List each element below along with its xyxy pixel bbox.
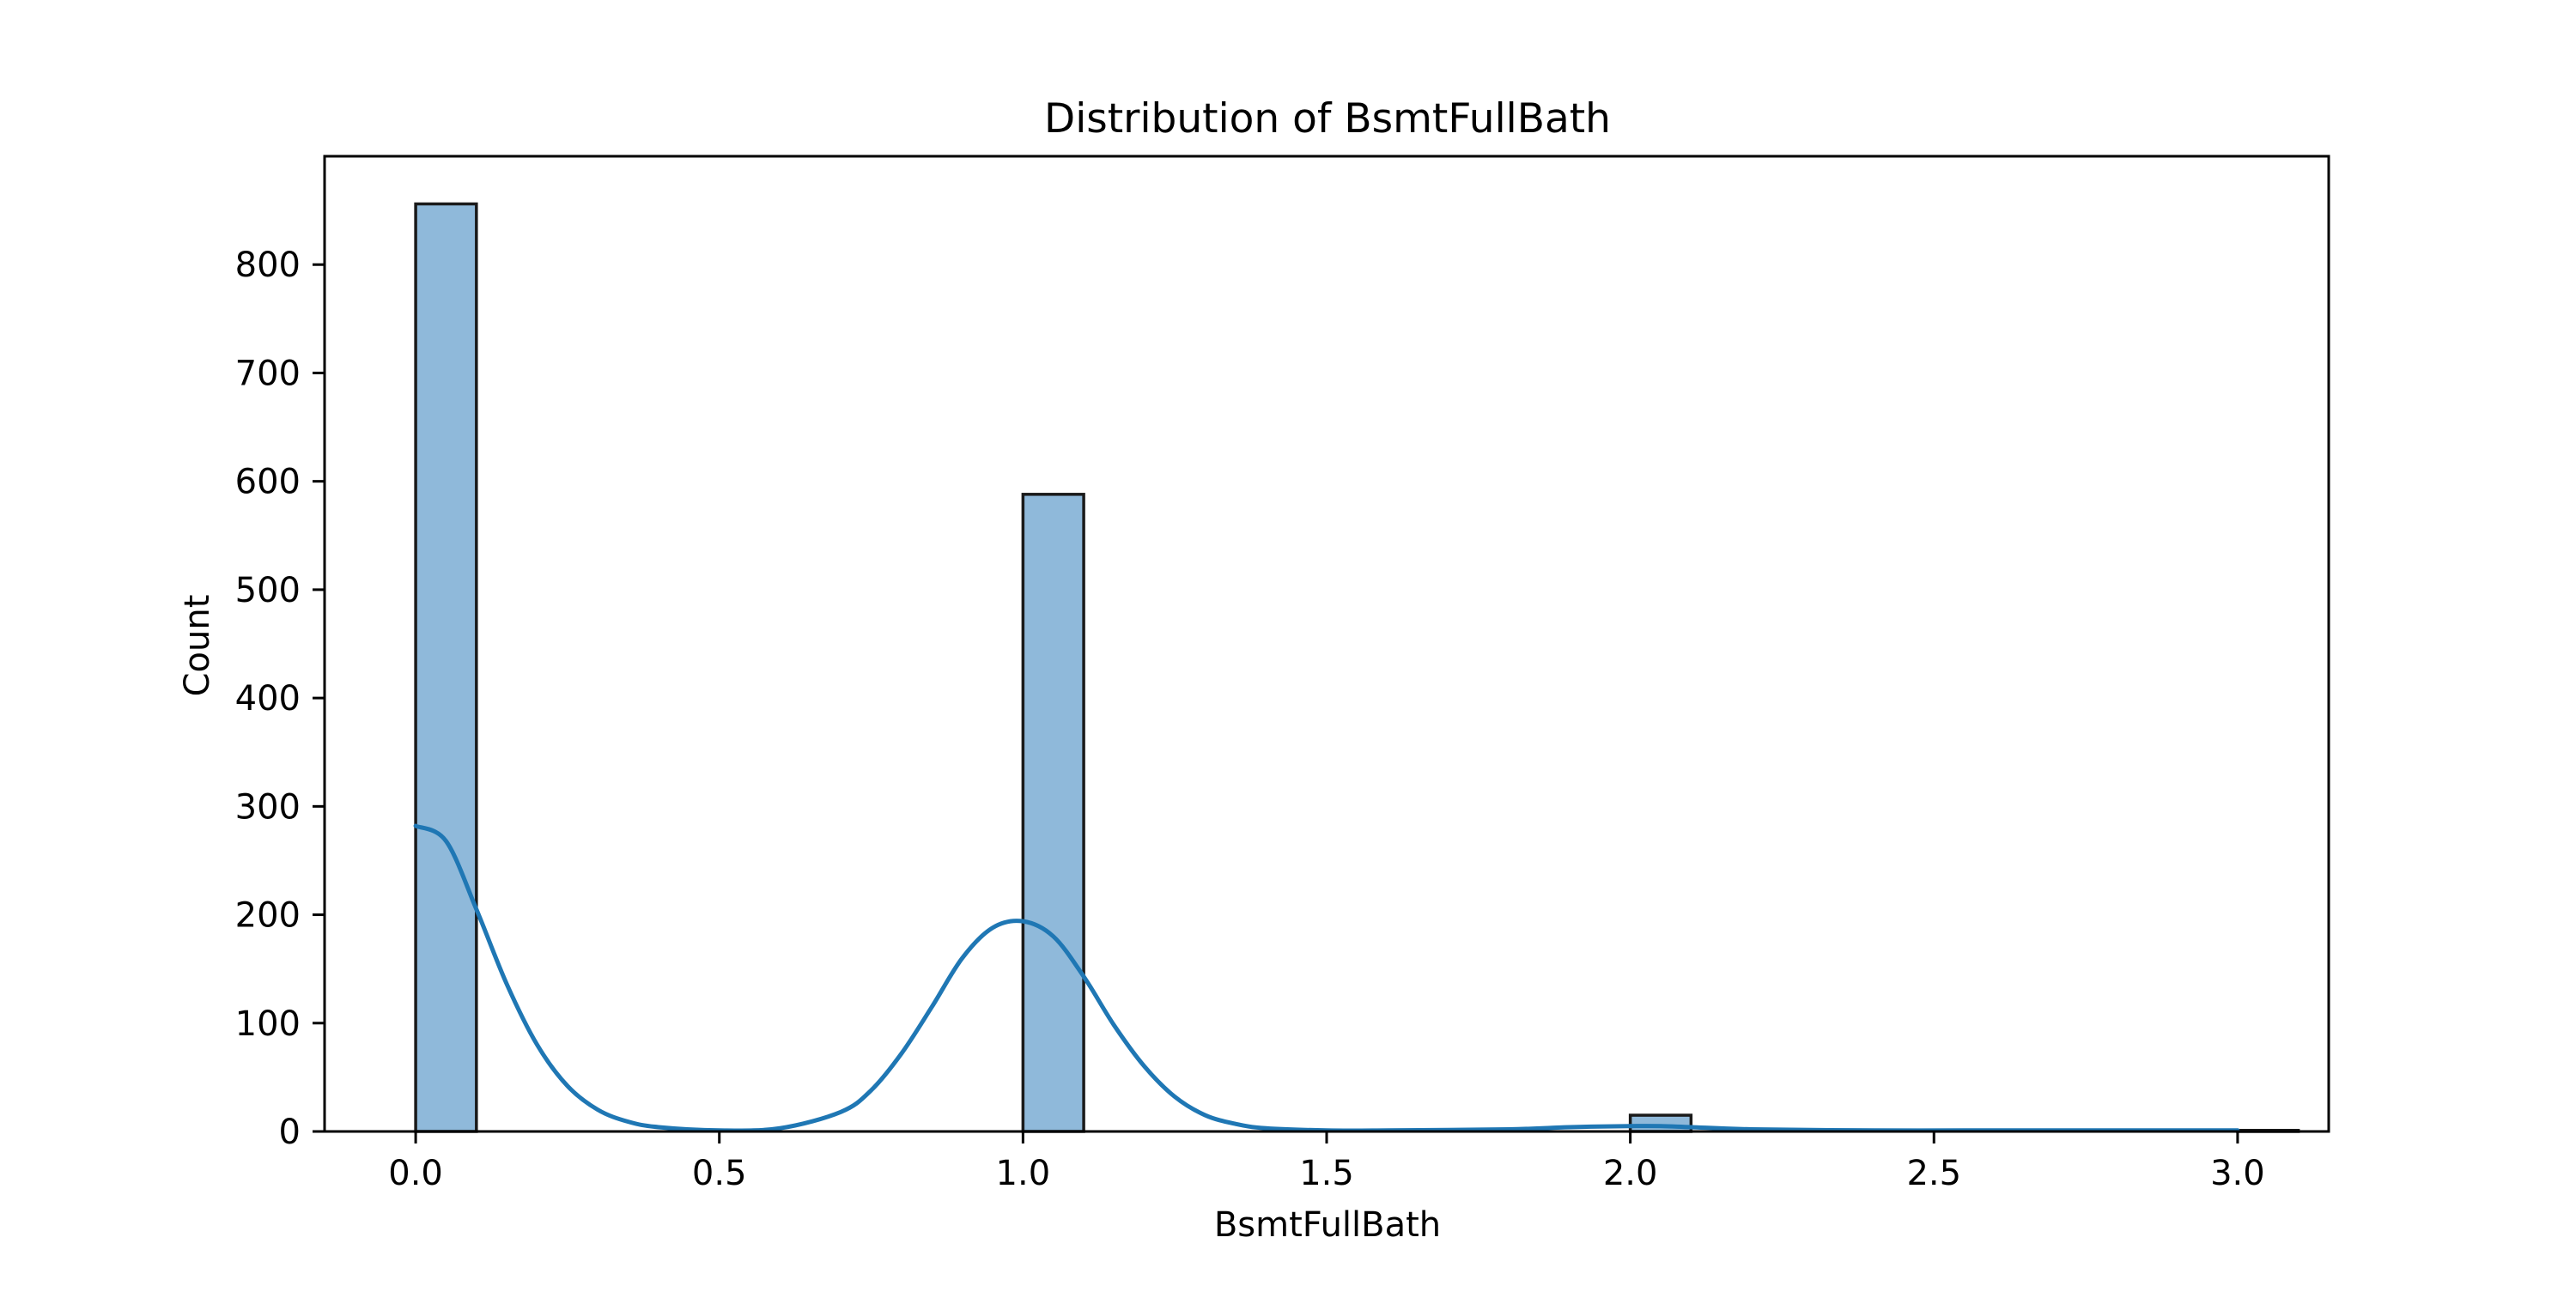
x-tick-label: 3.0 (2210, 1154, 2265, 1193)
kde-layer (413, 823, 2240, 1133)
y-tick-label: 200 (235, 896, 301, 936)
axes-layer: 0.0 0.5 1.0 1.5 2.0 2.5 3.0 0 100 200 300 400 500 600… (235, 155, 2330, 1193)
y-tick-label: 300 (235, 787, 301, 827)
kde-curve (413, 823, 2240, 1133)
y-tick-label: 500 (235, 571, 301, 610)
plot-frame (323, 155, 2330, 1133)
chart-title: Distribution of BsmtFullBath (1044, 95, 1611, 143)
y-tick-label: 0 (279, 1113, 301, 1152)
y-tick-label: 100 (235, 1004, 301, 1044)
y-tick-label: 700 (235, 354, 301, 393)
x-tick-label: 0.5 (692, 1154, 747, 1193)
y-tick-label: 800 (235, 246, 301, 285)
x-tick-label: 1.0 (996, 1154, 1051, 1193)
x-tick-label: 1.5 (1299, 1154, 1354, 1193)
bars-layer (414, 202, 2300, 1133)
x-tick-label: 0.0 (388, 1154, 443, 1193)
histogram-bar (1628, 1113, 1693, 1133)
x-axis-label: BsmtFullBath (1214, 1205, 1441, 1245)
x-tick-label: 2.0 (1603, 1154, 1658, 1193)
histogram-bar (414, 202, 478, 1133)
x-tick-label: 2.5 (1906, 1154, 1961, 1193)
histogram-bar (1021, 493, 1085, 1133)
y-axis-label: Count (178, 595, 217, 697)
y-tick-label: 400 (235, 679, 301, 719)
y-tick-label: 600 (235, 463, 301, 502)
